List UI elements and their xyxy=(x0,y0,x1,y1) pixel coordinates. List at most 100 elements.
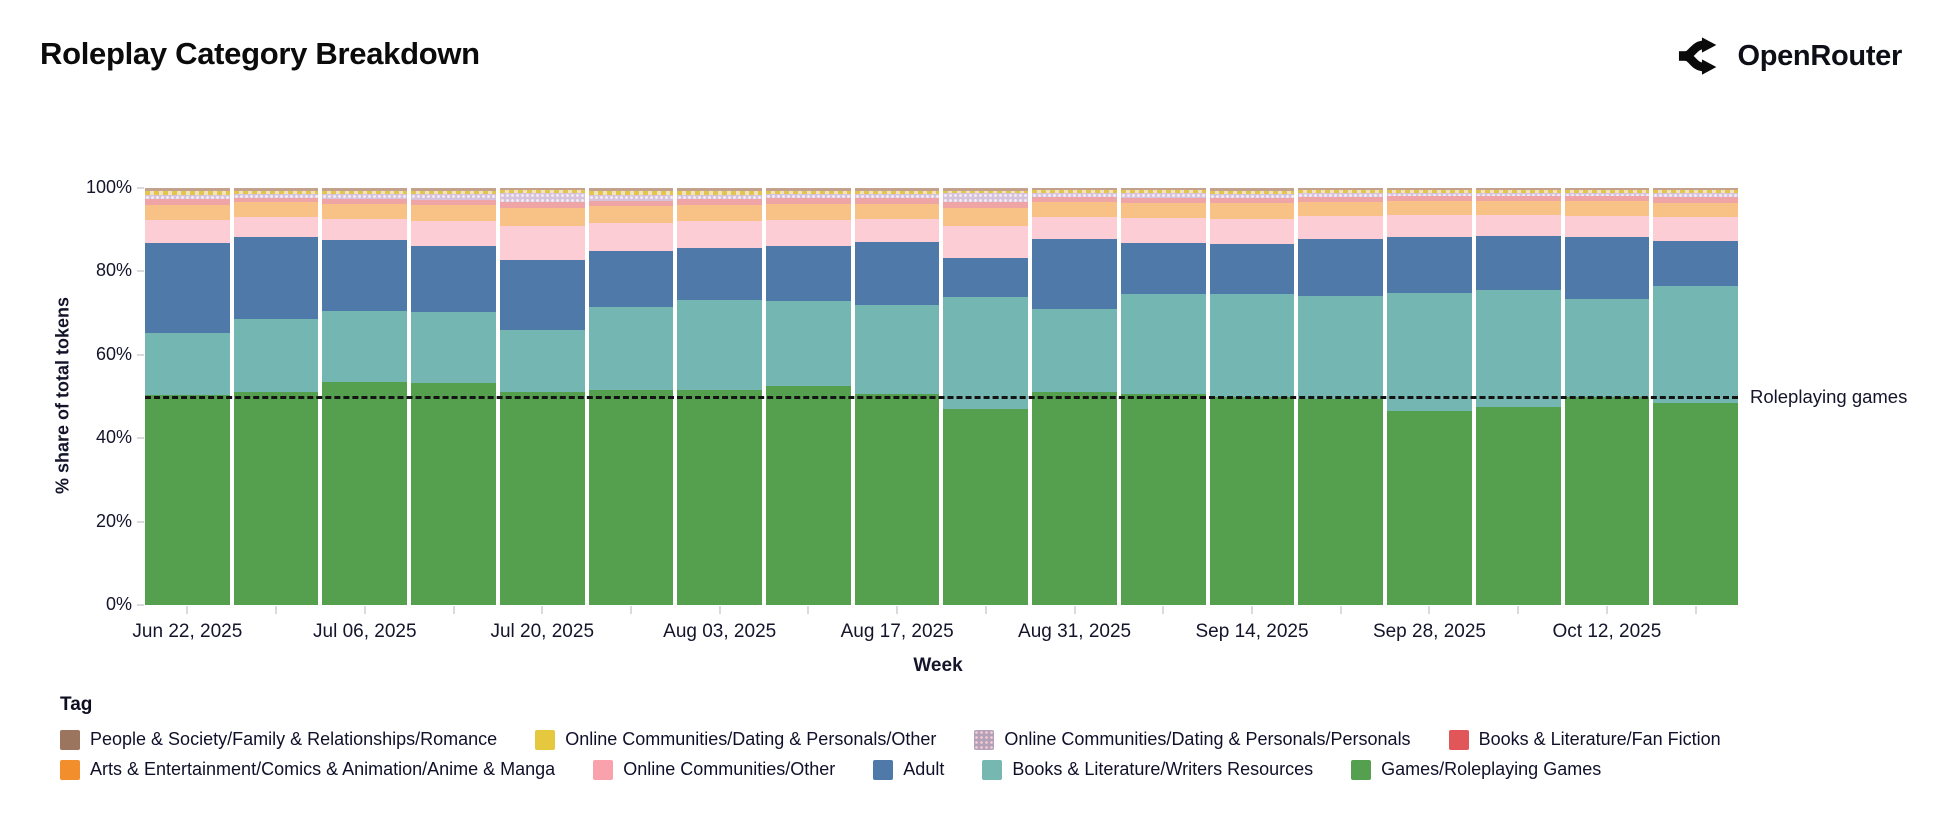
bar-segment[interactable] xyxy=(1387,196,1472,202)
bar-segment[interactable] xyxy=(499,190,585,194)
bar-segment[interactable] xyxy=(322,203,408,219)
bar-segment[interactable] xyxy=(766,190,851,195)
bar-segment[interactable] xyxy=(1564,298,1650,397)
bar-segment[interactable] xyxy=(1120,203,1206,219)
bar-segment[interactable] xyxy=(1475,406,1561,605)
bar-segment[interactable] xyxy=(145,219,230,243)
legend-item[interactable]: Arts & Entertainment/Comics & Animation/… xyxy=(60,759,555,780)
bar-segment[interactable] xyxy=(1564,201,1650,216)
bar-segment[interactable] xyxy=(1387,293,1472,412)
legend-item[interactable]: Online Communities/Dating & Personals/Ot… xyxy=(535,729,936,750)
bar-segment[interactable] xyxy=(1298,239,1384,297)
bar-segment[interactable] xyxy=(322,188,408,191)
legend-item[interactable]: Games/Roleplaying Games xyxy=(1351,759,1601,780)
bar-segment[interactable] xyxy=(322,198,408,204)
bar-segment[interactable] xyxy=(233,202,319,218)
bar-segment[interactable] xyxy=(1032,239,1117,310)
bar-segment[interactable] xyxy=(145,242,230,333)
bar-segment[interactable] xyxy=(499,208,585,226)
bar-segment[interactable] xyxy=(1120,294,1206,395)
bar-segment[interactable] xyxy=(411,193,496,200)
bar-segment[interactable] xyxy=(145,195,230,200)
bar-segment[interactable] xyxy=(854,193,940,199)
bar-segment[interactable] xyxy=(854,242,940,305)
bar-segment[interactable] xyxy=(1120,193,1206,198)
bar-segment[interactable] xyxy=(1298,296,1384,399)
bar-segment[interactable] xyxy=(1653,197,1738,203)
bar-segment[interactable] xyxy=(1387,192,1472,197)
legend-item[interactable]: Books & Literature/Fan Fiction xyxy=(1448,729,1721,750)
bar-segment[interactable] xyxy=(1209,190,1295,194)
bar-segment[interactable] xyxy=(1653,190,1738,194)
bar-segment[interactable] xyxy=(145,204,230,220)
bar-segment[interactable] xyxy=(1032,392,1117,605)
legend-item[interactable]: People & Society/Family & Relationships/… xyxy=(60,729,497,750)
bar-segment[interactable] xyxy=(1032,202,1117,218)
bar-segment[interactable] xyxy=(1564,396,1650,605)
bar-segment[interactable] xyxy=(588,195,674,201)
bar-segment[interactable] xyxy=(943,296,1029,410)
bar-segment[interactable] xyxy=(233,193,319,198)
bar-segment[interactable] xyxy=(677,204,763,222)
bar-segment[interactable] xyxy=(1032,193,1117,198)
bar-segment[interactable] xyxy=(1564,190,1650,193)
bar-segment[interactable] xyxy=(1564,215,1650,237)
bar-segment[interactable] xyxy=(411,188,496,191)
bar-segment[interactable] xyxy=(322,218,408,240)
bar-segment[interactable] xyxy=(499,188,585,191)
bar-segment[interactable] xyxy=(943,202,1029,208)
bar-segment[interactable] xyxy=(499,193,585,203)
legend-item[interactable]: Online Communities/Other xyxy=(593,759,835,780)
bar-segment[interactable] xyxy=(1120,188,1206,191)
bar-segment[interactable] xyxy=(943,190,1029,194)
bar-segment[interactable] xyxy=(588,206,674,224)
bar-segment[interactable] xyxy=(677,198,763,205)
bar-segment[interactable] xyxy=(145,332,230,396)
bar-segment[interactable] xyxy=(233,237,319,319)
bar-segment[interactable] xyxy=(1653,193,1738,198)
bar-segment[interactable] xyxy=(588,223,674,251)
bar-segment[interactable] xyxy=(145,199,230,205)
bar-segment[interactable] xyxy=(766,246,851,302)
bar-segment[interactable] xyxy=(1032,217,1117,240)
bar-segment[interactable] xyxy=(1475,190,1561,193)
bar-segment[interactable] xyxy=(1475,214,1561,236)
legend-item[interactable]: Adult xyxy=(873,759,944,780)
bar-segment[interactable] xyxy=(588,250,674,307)
bar-segment[interactable] xyxy=(233,188,319,191)
bar-segment[interactable] xyxy=(233,392,319,605)
bar-segment[interactable] xyxy=(145,190,230,196)
bar-segment[interactable] xyxy=(1387,411,1472,605)
bar-segment[interactable] xyxy=(1653,202,1738,218)
bar-segment[interactable] xyxy=(1475,290,1561,407)
bar-segment[interactable] xyxy=(1120,190,1206,194)
bar-segment[interactable] xyxy=(1209,218,1295,244)
bar-segment[interactable] xyxy=(766,188,851,191)
bar-segment[interactable] xyxy=(322,311,408,382)
bar-segment[interactable] xyxy=(1298,190,1384,194)
bar-segment[interactable] xyxy=(1298,202,1384,217)
bar-segment[interactable] xyxy=(854,198,940,204)
bar-segment[interactable] xyxy=(766,194,851,199)
bar-segment[interactable] xyxy=(499,330,585,393)
bar-segment[interactable] xyxy=(1209,188,1295,191)
bar-segment[interactable] xyxy=(677,248,763,300)
bar-segment[interactable] xyxy=(1032,190,1117,194)
bar-segment[interactable] xyxy=(233,318,319,393)
bar-segment[interactable] xyxy=(1564,188,1650,191)
bar-segment[interactable] xyxy=(1209,203,1295,219)
bar-segment[interactable] xyxy=(1475,196,1561,201)
bar-segment[interactable] xyxy=(677,190,763,195)
bar-segment[interactable] xyxy=(1032,309,1117,393)
bar-segment[interactable] xyxy=(766,386,851,605)
bar-segment[interactable] xyxy=(1120,394,1206,605)
bar-segment[interactable] xyxy=(1653,188,1738,191)
bar-segment[interactable] xyxy=(854,190,940,194)
bar-segment[interactable] xyxy=(1653,402,1738,605)
bar-segment[interactable] xyxy=(1298,193,1384,198)
bar-segment[interactable] xyxy=(1564,196,1650,202)
bar-segment[interactable] xyxy=(1653,217,1738,241)
bar-segment[interactable] xyxy=(588,390,674,605)
bar-segment[interactable] xyxy=(411,190,496,194)
bar-segment[interactable] xyxy=(588,200,674,207)
